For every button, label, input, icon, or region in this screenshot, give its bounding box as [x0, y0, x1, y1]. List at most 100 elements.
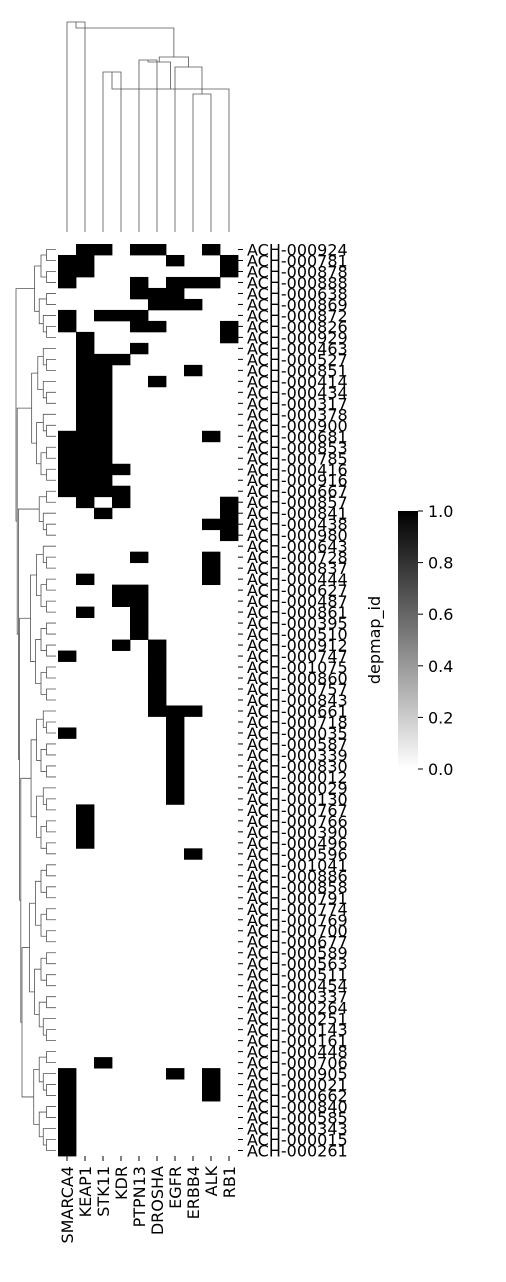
heatmap-cell	[76, 826, 95, 838]
dendrogram-link	[42, 1018, 56, 1036]
dendrogram-link	[46, 974, 56, 987]
column-tick-label: STK11	[94, 1166, 113, 1217]
row-tick-label: ACH-000924	[247, 240, 348, 259]
colorbar-tick-label: 0.0	[428, 760, 453, 779]
heatmap-cell	[76, 386, 95, 399]
dendrogram-link	[46, 358, 56, 371]
dendrogram-link	[40, 584, 47, 608]
heatmap-cell	[94, 430, 113, 443]
heatmap-cell	[58, 452, 77, 465]
row-tick-label: ACH-000264	[247, 999, 348, 1018]
heatmap-cell	[220, 529, 239, 542]
row-tick-label: ACH-000662	[247, 1087, 348, 1106]
heatmap-cell	[202, 276, 221, 289]
column-tick-label: ALK	[202, 1166, 221, 1197]
heatmap-cell	[76, 441, 95, 454]
heatmap-cell	[58, 1145, 77, 1157]
dendrogram-link	[46, 600, 56, 613]
column-tick-label: DROSHA	[148, 1166, 167, 1235]
heatmap-cell	[202, 573, 221, 586]
heatmap-cell	[148, 639, 167, 651]
heatmap-cell	[148, 375, 167, 388]
row-tick-label: ACH-000035	[247, 724, 348, 743]
heatmap-cell	[148, 705, 167, 717]
dendrogram-link	[46, 293, 56, 305]
dendrogram-link	[40, 628, 47, 651]
row-tick-label: ACH-000563	[247, 955, 348, 974]
dendrogram-link	[46, 952, 56, 965]
heatmap-cell	[202, 518, 221, 531]
dendrogram-link	[46, 1051, 56, 1063]
heatmap-cell	[130, 309, 149, 322]
heatmap-cell	[220, 265, 239, 278]
colorbar-tick-label: 0.2	[428, 708, 453, 727]
dendrogram-link	[29, 902, 36, 993]
row-tick-label: ACH-000589	[247, 944, 348, 963]
colorbar-tick-label: 0.6	[428, 605, 453, 624]
row-tick-label: ACH-000905	[247, 1065, 348, 1084]
dendrogram-link	[46, 249, 56, 261]
dendrogram-link	[46, 864, 56, 877]
heatmap-cell	[112, 584, 131, 597]
dendrogram-link	[42, 380, 56, 399]
row-tick-label: ACH-000463	[247, 339, 348, 358]
dendrogram-link	[42, 315, 56, 333]
heatmap-cell	[130, 244, 149, 256]
row-tick-label: ACH-001041	[247, 856, 348, 875]
heatmap-cell	[76, 254, 95, 267]
heatmap-cell	[94, 1057, 113, 1069]
dendrogram-link	[40, 452, 47, 476]
heatmap-cell	[130, 584, 149, 597]
dendrogram-link	[36, 554, 44, 597]
dendrogram-link	[34, 265, 41, 312]
dendrogram-link	[16, 407, 32, 635]
row-tick-label: ACH-000700	[247, 922, 348, 941]
heatmap-cell	[58, 265, 77, 278]
row-tick-label: ACH-000851	[247, 361, 348, 380]
row-tick-label: ACH-000785	[247, 449, 348, 468]
column-tick-label: KDR	[112, 1166, 131, 1200]
heatmap-cell	[112, 309, 131, 322]
row-tick-label: ACH-000438	[247, 515, 348, 534]
row-tick-label: ACH-000837	[247, 559, 348, 578]
dendrogram-link	[192, 93, 212, 232]
heatmap-cell	[130, 342, 149, 355]
column-dendrogram	[66, 21, 230, 232]
dendrogram-link	[46, 996, 56, 1009]
heatmap-cell	[58, 441, 77, 454]
dendrogram-link	[46, 424, 56, 437]
row-tick-label: ACH-000261	[247, 1142, 348, 1161]
heatmap-cell	[166, 705, 185, 717]
row-tick-label: ACH-000791	[247, 889, 348, 908]
heatmap-cell	[94, 309, 113, 322]
heatmap-cell	[148, 320, 167, 333]
heatmap-cell	[220, 507, 239, 520]
row-tick-label: ACH-000638	[247, 284, 348, 303]
dendrogram-link	[46, 743, 56, 756]
row-tick-label: ACH-000830	[247, 757, 348, 776]
row-tick-label: ACH-000843	[247, 691, 348, 710]
heatmap-cell	[76, 419, 95, 432]
dendrogram-link	[38, 1111, 47, 1138]
row-tick-label: ACH-000378	[247, 405, 348, 424]
row-tick-label: ACH-000769	[247, 911, 348, 930]
dendrogram-link	[40, 913, 47, 937]
dendrogram-link	[40, 869, 47, 893]
dendrogram-link	[46, 490, 56, 503]
heatmap-cell	[76, 496, 95, 509]
heatmap-cell	[94, 441, 113, 454]
dendrogram-link	[40, 825, 47, 849]
heatmap-cells	[58, 244, 239, 1157]
heatmap-cell	[166, 1068, 185, 1080]
heatmap-cell	[202, 551, 221, 564]
dendrogram-link	[102, 71, 122, 232]
column-tick-label: SMARCA4	[58, 1166, 77, 1244]
dendrogram-link	[46, 326, 56, 338]
dendrogram-link	[174, 66, 203, 232]
heatmap-cell	[202, 1068, 221, 1080]
heatmap-cell	[76, 474, 95, 487]
heatmap-cell	[166, 738, 185, 750]
heatmap-cell	[76, 837, 95, 849]
heatmap-cell	[166, 716, 185, 728]
row-tick-label: ACH-000681	[247, 427, 348, 446]
